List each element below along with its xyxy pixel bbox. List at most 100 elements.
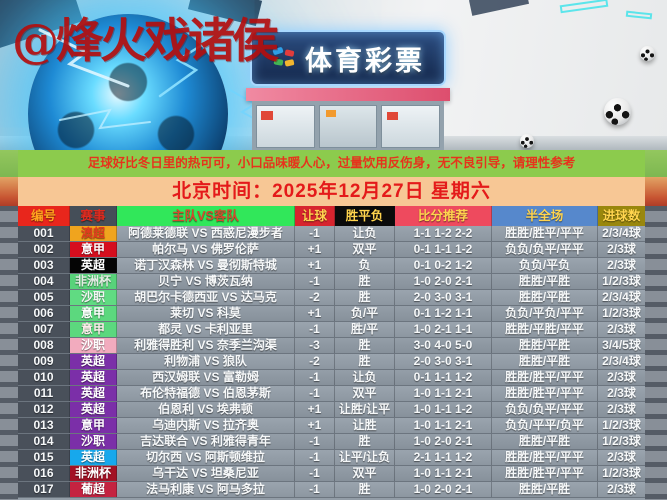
- cell-match: 帕尔马 VS 佛罗伦萨: [117, 242, 295, 257]
- cell-handicap: -1: [295, 450, 335, 465]
- table-row: 010 英超 西汉姆联 VS 富勒姆 -1 让负 0-1 1-1 1-2 胜胜/胜平/平平 2…: [18, 370, 645, 386]
- cell-handicap: -1: [295, 466, 335, 481]
- cell-league: 非洲杯: [70, 274, 117, 289]
- cell-halffull: 负负/负平/平平: [492, 402, 598, 417]
- cell-league: 意甲: [70, 242, 117, 257]
- cell-match: 贝宁 VS 博茨瓦纳: [117, 274, 295, 289]
- notice-bar: 足球好比冬日里的热可可，小口品味暖人心，过量饮用反伤身，无不良引导，请理性参考: [18, 150, 645, 177]
- cell-match: 法马利康 VS 阿马多拉: [117, 482, 295, 497]
- cell-id: 001: [18, 226, 70, 241]
- cell-wdl: 胜/平: [335, 322, 395, 337]
- cell-handicap: -1: [295, 370, 335, 385]
- table-row: 003 英超 诺丁汉森林 VS 曼彻斯特城 +1 负 0-1 0-2 1-2 负负/平负 2/…: [18, 258, 645, 274]
- cell-league: 英超: [70, 354, 117, 369]
- cell-scores: 3-0 4-0 5-0: [395, 338, 492, 353]
- cell-handicap: +1: [295, 402, 335, 417]
- table-row: 006 意甲 莱切 VS 科莫 +1 负/平 0-1 1-2 1-1 负负/平负/平平 1/2…: [18, 306, 645, 322]
- cell-handicap: +1: [295, 306, 335, 321]
- column-header-wdl: 胜平负: [335, 206, 395, 226]
- cell-scores: 0-1 1-2 1-1: [395, 306, 492, 321]
- table-row: 007 意甲 都灵 VS 卡利亚里 -1 胜/平 1-0 2-1 1-1 胜胜/平胜/平平 2…: [18, 322, 645, 338]
- left-edge-smear: [0, 150, 18, 500]
- edge-segment: [645, 177, 667, 206]
- column-header-scores: 比分推荐: [395, 206, 492, 226]
- cell-halffull: 胜胜/平胜/平平: [492, 322, 598, 337]
- cell-goals: 2/3球: [607, 402, 636, 416]
- column-header-id: 编号: [18, 206, 70, 226]
- cell-match: 乌干达 VS 坦桑尼亚: [117, 466, 295, 481]
- cell-league: 英超: [70, 386, 117, 401]
- cell-handicap: -1: [295, 434, 335, 449]
- table-body: 001 澳超 阿德莱德联 VS 西惑尼漫步者 -1 让负 1-1 1-2 2-2 胜胜/胜平…: [18, 226, 645, 498]
- cell-scores: 1-0 1-1 2-1: [395, 418, 492, 433]
- table-row: 005 沙职 胡巴尔卡德西亚 VS 达马克 -2 胜 2-0 3-0 3-1 胜胜/平胜 2/…: [18, 290, 645, 306]
- soccer-ball-icon: [640, 46, 655, 61]
- watermark-text: @烽火戏诸侯: [12, 14, 279, 69]
- cell-match: 都灵 VS 卡利亚里: [117, 322, 295, 337]
- cell-wdl: 让胜: [335, 418, 395, 433]
- cell-halffull: 胜胜/胜平/平平: [492, 450, 598, 465]
- lightning-bolts-icon: [38, 28, 269, 130]
- soccer-ball-icon: [520, 134, 534, 148]
- cell-match: 布伦特福德 VS 伯恩茅斯: [117, 386, 295, 401]
- cell-wdl: 双平: [335, 386, 395, 401]
- cell-scores: 0-1 1-1 1-2: [395, 242, 492, 257]
- cell-handicap: +1: [295, 258, 335, 273]
- cell-halffull: 负负/平平/负平: [492, 418, 598, 433]
- cell-league: 英超: [70, 450, 117, 465]
- cell-scores: 2-0 3-0 3-1: [395, 290, 492, 305]
- cell-scores: 1-0 2-0 2-1: [395, 274, 492, 289]
- banner-image: 体育彩票: [0, 0, 667, 152]
- cell-goals: 1/2/3球: [602, 274, 641, 288]
- cell-wdl: 负: [335, 258, 395, 273]
- table-row: 012 英超 伯恩利 VS 埃弗顿 +1 让胜/让平 1-0 1-1 1-2 负负/负平/平…: [18, 402, 645, 418]
- cell-goals: 3/4/5球: [602, 338, 641, 352]
- cell-league: 意甲: [70, 322, 117, 337]
- cell-halffull: 胜胜/平胜: [492, 354, 598, 369]
- glitch-shape: [559, 0, 609, 14]
- cell-handicap: -1: [295, 386, 335, 401]
- store-facade: [252, 101, 444, 152]
- cell-league: 英超: [70, 402, 117, 417]
- cell-wdl: 让负: [335, 370, 395, 385]
- match-table: 编号 赛事 主队VS客队 让球 胜平负 比分推荐 半全场 进球数 001 澳超 阿德莱德联 VS …: [18, 206, 645, 500]
- cell-goals: 1/2/3球: [602, 466, 641, 480]
- table-row: 014 沙职 吉达联合 VS 利雅得青年 -1 胜 1-0 2-0 2-1 胜胜/平胜 1/2…: [18, 434, 645, 450]
- cell-goals: 2/3球: [607, 322, 636, 336]
- column-header-match: 主队VS客队: [117, 206, 295, 226]
- right-edge-smear: [645, 150, 667, 500]
- store-door: [318, 105, 378, 148]
- cell-handicap: -1: [295, 226, 335, 241]
- debris-shard: [468, 0, 530, 16]
- cell-league: 澳超: [70, 226, 117, 241]
- soccer-ball-icon: [604, 98, 631, 125]
- cell-id: 013: [18, 418, 70, 433]
- cell-id: 006: [18, 306, 70, 321]
- cell-goals: 2/3球: [607, 370, 636, 384]
- cell-goals: 2/3/4球: [602, 290, 641, 304]
- cell-scores: 1-0 1-1 2-1: [395, 386, 492, 401]
- store-window: [256, 105, 315, 148]
- window-poster: [387, 112, 399, 120]
- cell-match: 阿德莱德联 VS 西惑尼漫步者: [117, 226, 295, 241]
- cell-goals: 2/3球: [607, 386, 636, 400]
- cell-halffull: 胜胜/平胜: [492, 274, 598, 289]
- cell-id: 017: [18, 482, 70, 497]
- cell-wdl: 胜: [335, 482, 395, 497]
- cell-id: 016: [18, 466, 70, 481]
- cell-wdl: 胜: [335, 274, 395, 289]
- table-row: 017 葡超 法马利康 VS 阿马多拉 -1 胜 1-0 2-0 2-1 胜胜/平胜 2/3球: [18, 482, 645, 498]
- cell-scores: 1-0 2-1 1-1: [395, 322, 492, 337]
- store-window: [381, 105, 441, 148]
- cell-halffull: 负负/平负: [492, 258, 598, 273]
- cell-scores: 2-0 3-0 3-1: [395, 354, 492, 369]
- cell-league: 英超: [70, 258, 117, 273]
- cell-id: 011: [18, 386, 70, 401]
- edge-segment: [645, 150, 667, 177]
- edge-segment: [0, 206, 18, 500]
- cell-match: 吉达联合 VS 利雅得青年: [117, 434, 295, 449]
- cell-halffull: 负负/平负/平平: [492, 306, 598, 321]
- cell-scores: 0-1 1-1 1-2: [395, 370, 492, 385]
- cell-handicap: -1: [295, 482, 335, 497]
